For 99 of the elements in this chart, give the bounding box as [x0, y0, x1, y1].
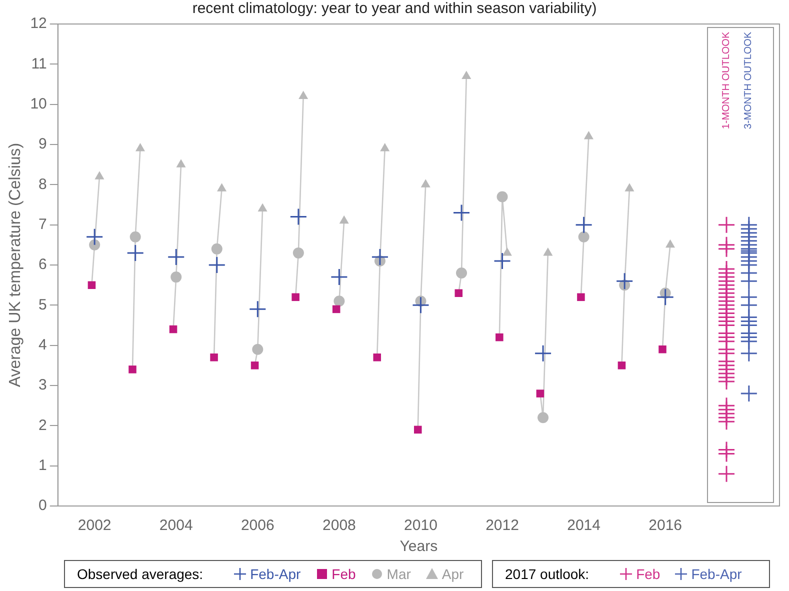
- y-tick-label: 1: [38, 456, 47, 474]
- point: [577, 293, 585, 302]
- point: [332, 305, 340, 314]
- y-tick-label: 0: [38, 497, 47, 514]
- point: [86, 228, 104, 246]
- y-tick-label: 8: [38, 176, 47, 193]
- point: [210, 353, 218, 362]
- point: [665, 239, 675, 248]
- point: [292, 293, 300, 302]
- point: [94, 171, 104, 180]
- point: [452, 204, 470, 222]
- point: [578, 231, 590, 242]
- point: [248, 300, 266, 318]
- point: [130, 231, 141, 242]
- point: [616, 272, 634, 290]
- point: [412, 296, 430, 314]
- point: [462, 70, 472, 79]
- annotation: 1-MONTH OUTLOOK: [721, 32, 732, 130]
- legend-label: Mar: [386, 566, 411, 582]
- point: [740, 384, 758, 402]
- point: [536, 390, 544, 398]
- point: [89, 239, 100, 250]
- point: [258, 203, 268, 212]
- legend-label: Feb-Apr: [691, 566, 742, 582]
- point: [618, 362, 626, 370]
- point: [380, 143, 390, 152]
- point: [371, 248, 389, 266]
- x-axis-title: Years: [400, 538, 438, 556]
- point: [454, 289, 463, 298]
- point: [252, 344, 264, 355]
- point: [496, 191, 508, 202]
- point: [250, 362, 259, 370]
- point: [494, 252, 512, 270]
- point: [718, 216, 736, 234]
- point: [211, 243, 222, 254]
- point: [88, 281, 96, 289]
- y-tick-label: 9: [38, 136, 47, 153]
- point: [170, 272, 182, 283]
- point: [217, 183, 227, 192]
- x-tick-label: 2016: [648, 517, 682, 534]
- y-tick-label: 4: [38, 336, 47, 354]
- legend-label: Feb: [636, 566, 660, 582]
- point: [373, 353, 381, 362]
- y-tick-label: 3: [38, 376, 47, 394]
- x-tick-label: 2012: [486, 517, 519, 534]
- point: [718, 240, 736, 258]
- point: [167, 248, 185, 266]
- y-tick-label: 5: [38, 296, 47, 314]
- y-tick-label: 7: [38, 216, 47, 233]
- point: [718, 445, 736, 463]
- point: [334, 296, 345, 307]
- point: [538, 412, 549, 424]
- y-tick-label: 2: [38, 416, 47, 434]
- x-tick-label: 2002: [78, 517, 112, 534]
- legend-title: Observed averages:: [77, 566, 204, 582]
- point: [740, 344, 758, 362]
- point: [456, 268, 467, 279]
- point: [718, 372, 736, 390]
- point: [496, 333, 504, 342]
- point: [290, 208, 308, 226]
- point: [656, 288, 674, 306]
- point: [658, 345, 666, 354]
- x-tick-label: 2004: [159, 517, 193, 534]
- point: [502, 247, 512, 256]
- point: [740, 272, 758, 290]
- y-tick-label: 6: [38, 256, 47, 274]
- chart-title: recent climatology: year to year and within season variability): [192, 0, 597, 18]
- point: [414, 426, 422, 434]
- text: 2017 outlook:: [505, 566, 590, 582]
- y-tick-label: 12: [30, 15, 47, 32]
- x-tick-label: 2014: [567, 517, 600, 534]
- y-tick-label: 10: [30, 95, 47, 112]
- point: [126, 244, 144, 262]
- y-axis-title: Average UK temperature (Celsius): [7, 142, 24, 388]
- point: [624, 183, 634, 192]
- x-tick-label: 2008: [322, 517, 356, 534]
- annotation: 3-MONTH OUTLOOK: [744, 32, 755, 130]
- point: [718, 412, 736, 430]
- point: [135, 143, 145, 152]
- point: [543, 247, 553, 256]
- y-tick-label: 11: [31, 55, 47, 72]
- point: [534, 344, 552, 362]
- point: [208, 256, 226, 274]
- x-tick-label: 2006: [240, 517, 274, 534]
- point: [169, 325, 178, 334]
- point: [718, 465, 736, 483]
- point: [128, 366, 136, 374]
- point: [330, 268, 348, 286]
- point: [584, 130, 594, 140]
- legend-label: Apr: [442, 566, 464, 582]
- point: [292, 247, 304, 258]
- point: [420, 179, 430, 188]
- point: [575, 216, 593, 234]
- point: [298, 90, 308, 100]
- point: [339, 215, 349, 224]
- x-tick-label: 2010: [404, 517, 438, 534]
- legend-label: Feb-Apr: [250, 566, 301, 582]
- point: [176, 159, 186, 168]
- legend-label: Feb: [332, 566, 356, 582]
